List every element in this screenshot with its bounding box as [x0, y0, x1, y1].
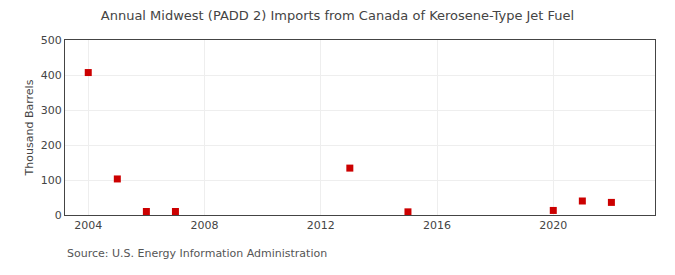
svg-text:2004: 2004 — [74, 219, 102, 232]
svg-text:2016: 2016 — [423, 219, 451, 232]
svg-text:2008: 2008 — [191, 219, 219, 232]
svg-text:100: 100 — [41, 174, 62, 187]
svg-text:300: 300 — [41, 104, 62, 117]
svg-text:0: 0 — [55, 209, 62, 222]
svg-text:200: 200 — [41, 139, 62, 152]
svg-text:400: 400 — [41, 69, 62, 82]
svg-text:Source: U.S. Energy Informatio: Source: U.S. Energy Information Administ… — [67, 247, 327, 260]
svg-text:2020: 2020 — [539, 219, 567, 232]
svg-text:Thousand Barrels: Thousand Barrels — [23, 79, 36, 176]
svg-text:2012: 2012 — [307, 219, 335, 232]
svg-text:Annual Midwest (PADD 2) Import: Annual Midwest (PADD 2) Imports from Can… — [101, 8, 574, 23]
svg-text:500: 500 — [41, 34, 62, 47]
